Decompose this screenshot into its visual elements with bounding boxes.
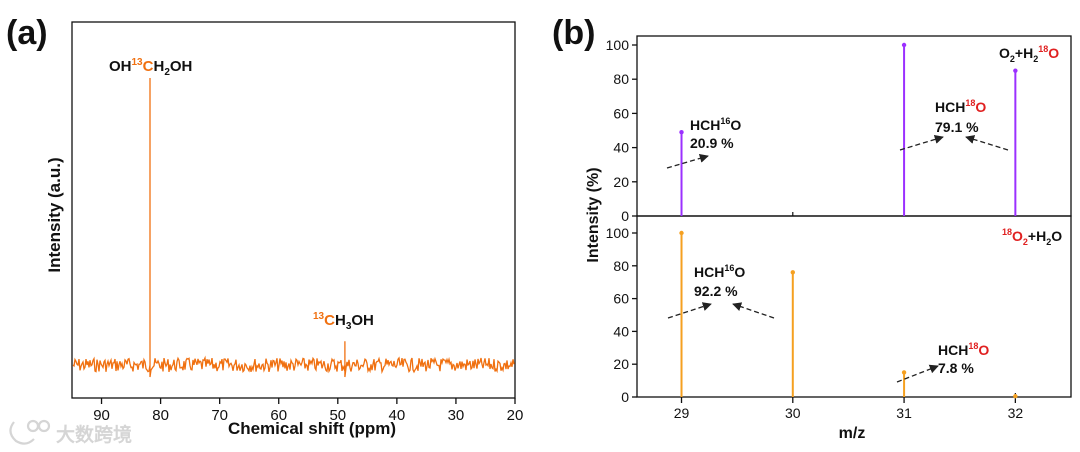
- annotation-hch16o-top: HCH16O: [690, 116, 741, 133]
- panel-b-y-tick-label: 40: [613, 323, 629, 339]
- panel-b-y-tick-label: 20: [613, 356, 629, 372]
- panel-a-x-tick-label: 60: [270, 407, 287, 424]
- annotation-percent-92-2: 92.2 %: [694, 283, 738, 299]
- arrow-hch18o-bottom: [896, 364, 939, 383]
- panel-b-y-tick-label: 40: [613, 140, 629, 156]
- watermark-text: 大数跨境: [56, 423, 132, 446]
- mass-peak-marker: [901, 42, 907, 48]
- arrow-hch16o-bottom-right: [732, 302, 775, 319]
- mass-peak-marker: [679, 230, 684, 236]
- condition-label-top: O2+H218O: [999, 44, 1059, 64]
- panel-b-y-tick-label: 0: [621, 208, 629, 224]
- arrow-hch16o-bottom-left: [667, 302, 712, 319]
- mass-peak-marker: [901, 370, 907, 375]
- annotation-percent-79-1: 79.1 %: [935, 119, 979, 135]
- panel-b-y-tick-label: 60: [613, 105, 629, 121]
- panel-b-x-tick-label: 31: [896, 405, 912, 421]
- panel-b-y-tick-label: 100: [606, 225, 630, 241]
- mass-peak-marker: [1013, 393, 1018, 399]
- panel-a-x-tick-label: 80: [152, 407, 169, 424]
- panel-a-frame: [71, 21, 516, 399]
- mass-peak-marker: [790, 270, 795, 275]
- panel-a-spectrum-group: [72, 78, 515, 378]
- peak-label-methanol: 13CH3OH: [313, 311, 374, 332]
- annotation-hch16o-bottom: HCH16O: [694, 263, 745, 280]
- panel-a: (a) 90 80 70 60 50 40 30 20 Chemical shift (ppm…: [6, 14, 523, 438]
- panel-a-x-ticks: 90 80 70 60 50 40 30 20: [93, 398, 523, 424]
- panel-b-y-axis-label: Intensity (%): [585, 167, 602, 262]
- mass-peak-marker: [1013, 68, 1018, 73]
- panel-a-x-tick-label: 30: [448, 407, 465, 424]
- panel-b-y-tick-label: 80: [613, 71, 629, 87]
- panel-a-x-tick-label: 50: [329, 407, 346, 424]
- panel-b-x-axis-label: m/z: [839, 425, 866, 442]
- panel-b-bars: [679, 42, 1018, 399]
- arrow-hch18o-top-left: [899, 135, 944, 151]
- panel-b-y-tick-label: 100: [606, 37, 630, 53]
- nmr-spectrum-line: [72, 78, 515, 378]
- panel-a-x-tick-label: 40: [389, 407, 406, 424]
- panel-b-label: (b): [552, 14, 595, 52]
- annotation-percent-7-8: 7.8 %: [938, 360, 974, 376]
- panel-b-y-tick-label: 60: [613, 291, 629, 307]
- arrow-hch18o-top-right: [965, 135, 1009, 151]
- panel-b-x-tick-label: 30: [785, 405, 801, 421]
- annotation-hch18o-bottom: HCH18O: [938, 341, 989, 358]
- panel-b-y-tick-label: 80: [613, 258, 629, 274]
- panel-a-y-axis-label: Intensity (a.u.): [45, 157, 64, 272]
- watermark-logo-icon: [9, 419, 51, 445]
- panel-b-y-tick-label: 0: [621, 389, 629, 405]
- panel-b-x-tick-label: 29: [674, 405, 690, 421]
- mass-peak-marker: [679, 130, 684, 135]
- panel-a-x-tick-label: 70: [211, 407, 228, 424]
- peak-label-ethylene-glycol: OH13CH2OH: [109, 57, 192, 78]
- panel-a-x-tick-label: 90: [93, 407, 110, 424]
- panel-a-x-tick-label: 20: [507, 407, 524, 424]
- annotation-percent-20-9: 20.9 %: [690, 135, 734, 151]
- panel-a-x-axis-label: Chemical shift (ppm): [228, 419, 396, 438]
- condition-label-bottom: 18O2+H2O: [1002, 227, 1062, 247]
- panel-b-bottom-frame: [636, 215, 1072, 398]
- arrow-hch16o-top: [666, 153, 709, 169]
- annotation-hch18o-top: HCH18O: [935, 98, 986, 115]
- panel-b-y-tick-label: 20: [613, 174, 629, 190]
- watermark: 大数跨境: [9, 419, 132, 446]
- panel-b-x-tick-label: 32: [1008, 405, 1024, 421]
- panel-a-label: (a): [6, 14, 48, 52]
